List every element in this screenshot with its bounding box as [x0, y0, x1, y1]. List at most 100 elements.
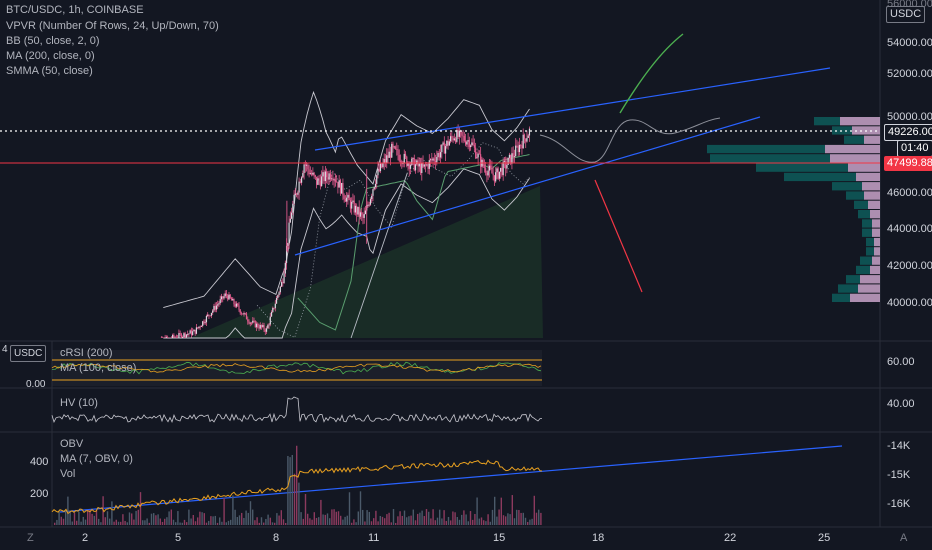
- candle-body: [428, 160, 430, 169]
- candle-body: [518, 144, 521, 153]
- smma-line: [256, 142, 530, 338]
- volume-bar: [67, 496, 69, 525]
- currency-badge[interactable]: USDC: [886, 6, 926, 23]
- candle-body: [237, 303, 239, 306]
- candle-body: [506, 164, 508, 169]
- candle-body: [362, 214, 364, 218]
- volume-bar: [62, 518, 65, 525]
- volume-profile-bar: [866, 247, 874, 256]
- candle-body: [218, 303, 220, 305]
- volume-bar: [516, 509, 518, 525]
- candle-body: [513, 156, 516, 157]
- candle-body: [179, 333, 181, 335]
- candle-body: [192, 331, 194, 335]
- candle-body: [238, 305, 240, 310]
- candle-body: [339, 180, 342, 194]
- crsi-legend[interactable]: cRSI (200): [60, 347, 113, 359]
- candle-body: [307, 164, 309, 170]
- volume-bar: [164, 518, 166, 525]
- crsi-currency-badge[interactable]: USDC: [10, 345, 47, 362]
- red-arrow: [594, 179, 643, 293]
- line-price-tag[interactable]: 47499.88: [884, 156, 932, 171]
- volume-bar: [434, 520, 436, 525]
- volume-bar: [258, 522, 260, 525]
- volume-bar: [122, 514, 124, 525]
- candle-body: [517, 146, 519, 153]
- candle-body: [259, 325, 261, 329]
- candle-body: [431, 159, 433, 161]
- candle-body: [247, 319, 249, 322]
- volume-bar: [93, 515, 95, 525]
- volume-profile-bar: [860, 256, 872, 265]
- indicator-legend-bb[interactable]: BB (50, close, 2, 0): [6, 35, 100, 47]
- candle-body: [361, 212, 363, 215]
- indicator-legend-vpvr[interactable]: VPVR (Number Of Rows, 24, Up/Down, 70): [6, 20, 219, 32]
- volume-bar: [177, 511, 179, 525]
- candle-body: [194, 329, 196, 334]
- obv-ma-legend[interactable]: MA (7, OBV, 0): [60, 453, 133, 465]
- candle-body: [436, 157, 438, 163]
- candle-body: [173, 334, 175, 338]
- auto-scale-icon[interactable]: A: [900, 532, 908, 544]
- volume-bar: [267, 514, 269, 525]
- upper-trendline[interactable]: [314, 67, 831, 151]
- candle-body: [374, 183, 377, 188]
- obv-left-tick: 200: [30, 488, 49, 500]
- candle-body: [334, 179, 336, 182]
- candle-body: [441, 144, 443, 153]
- candle-body: [477, 153, 479, 158]
- volume-bar: [135, 510, 137, 525]
- candle-body: [165, 337, 167, 338]
- hv-legend[interactable]: HV (10): [60, 397, 98, 409]
- candle-body: [348, 194, 350, 201]
- volume-bar: [170, 509, 172, 525]
- obv-legend[interactable]: OBV: [60, 438, 84, 450]
- volume-bar: [502, 515, 505, 525]
- vol-legend[interactable]: Vol: [60, 468, 76, 480]
- candle-body: [376, 175, 378, 184]
- indicator-legend-ma[interactable]: MA (200, close, 0): [6, 50, 95, 62]
- candle-body: [220, 296, 223, 300]
- volume-bar: [533, 495, 535, 525]
- candle-body: [358, 206, 360, 217]
- bb-lower-line: [163, 168, 530, 339]
- candle-body: [351, 201, 353, 209]
- zoom-icon[interactable]: Z: [27, 532, 34, 544]
- candle-body: [249, 322, 251, 324]
- candle-body: [419, 163, 422, 173]
- obv-trendline[interactable]: [59, 445, 843, 513]
- candle-body: [480, 154, 482, 167]
- volume-bar: [353, 519, 355, 525]
- time-tick: 8: [273, 532, 280, 544]
- candle-body: [184, 333, 186, 338]
- volume-bar: [150, 513, 153, 525]
- candle-body: [465, 140, 467, 145]
- time-tick: 5: [175, 532, 182, 544]
- indicator-legend-smma[interactable]: SMMA (50, close): [6, 65, 93, 77]
- candle-body: [200, 325, 203, 327]
- volume-bar: [216, 522, 219, 525]
- volume-bar: [168, 511, 170, 525]
- candle-body: [202, 321, 204, 326]
- volume-bars: [54, 445, 542, 525]
- candle-body: [424, 164, 427, 166]
- lower-trendline[interactable]: [294, 116, 761, 256]
- volume-profile-bar: [874, 237, 880, 247]
- price-tick: 54000.00: [887, 37, 932, 49]
- volume-bar: [311, 519, 313, 525]
- candle-body: [399, 160, 402, 162]
- candle-body: [289, 218, 291, 223]
- volume-bar: [100, 522, 102, 525]
- volume-bar: [527, 521, 529, 525]
- candle-body: [240, 313, 243, 315]
- volume-bar: [106, 511, 109, 525]
- price-tick: 50000.00: [887, 111, 932, 123]
- candle-body: [387, 155, 389, 158]
- volume-bar: [166, 517, 168, 525]
- price-tick: 52000.00: [887, 68, 932, 80]
- volume-profile-bar: [862, 228, 872, 237]
- candle-body: [453, 138, 455, 141]
- candle-body: [491, 168, 493, 174]
- crsi-ma-legend[interactable]: MA (100, close): [60, 362, 137, 374]
